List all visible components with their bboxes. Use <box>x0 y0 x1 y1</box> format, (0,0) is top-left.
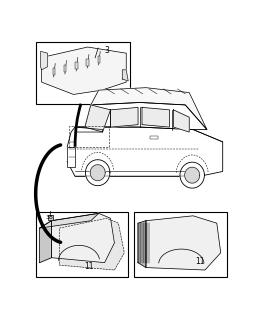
Polygon shape <box>67 127 223 176</box>
Text: 3: 3 <box>104 46 109 55</box>
Bar <box>53 68 55 75</box>
Bar <box>150 136 158 140</box>
Bar <box>86 60 89 66</box>
Bar <box>134 212 227 277</box>
Bar <box>64 65 66 72</box>
Polygon shape <box>85 105 110 132</box>
Bar <box>69 126 108 147</box>
Polygon shape <box>86 160 110 186</box>
Polygon shape <box>59 218 124 270</box>
Bar <box>36 42 130 104</box>
Text: 38: 38 <box>45 214 53 220</box>
Bar <box>67 147 75 166</box>
Polygon shape <box>75 102 207 130</box>
Polygon shape <box>91 88 207 130</box>
Polygon shape <box>173 110 189 132</box>
Polygon shape <box>42 47 126 94</box>
Bar <box>75 62 77 68</box>
Polygon shape <box>138 221 146 268</box>
Polygon shape <box>90 165 105 181</box>
Text: 11: 11 <box>84 262 93 271</box>
Polygon shape <box>41 51 47 70</box>
Polygon shape <box>146 216 221 270</box>
Polygon shape <box>40 221 51 263</box>
Polygon shape <box>110 108 138 127</box>
Bar <box>36 212 128 277</box>
Polygon shape <box>40 213 99 228</box>
Polygon shape <box>180 162 204 188</box>
Polygon shape <box>142 108 170 127</box>
Polygon shape <box>185 167 200 183</box>
Polygon shape <box>122 70 128 81</box>
Polygon shape <box>51 213 114 263</box>
Bar <box>49 215 53 220</box>
Text: 11: 11 <box>195 257 205 266</box>
Bar <box>98 56 100 62</box>
